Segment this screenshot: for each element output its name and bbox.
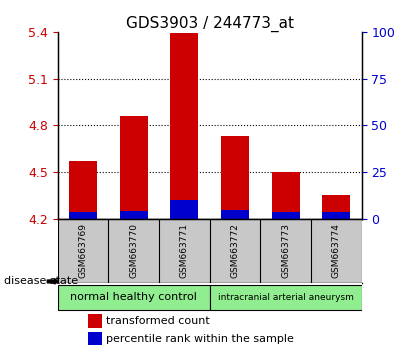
Bar <box>221 136 249 218</box>
Text: GSM663770: GSM663770 <box>129 223 138 278</box>
Bar <box>170 33 198 218</box>
Text: GSM663774: GSM663774 <box>332 223 341 278</box>
Text: GSM663773: GSM663773 <box>281 223 290 278</box>
Text: disease state: disease state <box>4 276 78 286</box>
Bar <box>272 212 300 218</box>
Text: percentile rank within the sample: percentile rank within the sample <box>106 333 294 343</box>
Title: GDS3903 / 244773_at: GDS3903 / 244773_at <box>126 16 293 32</box>
Bar <box>69 161 97 218</box>
Text: transformed count: transformed count <box>106 316 210 326</box>
Bar <box>170 200 198 218</box>
Text: GSM663769: GSM663769 <box>79 223 88 278</box>
Text: intracranial arterial aneurysm: intracranial arterial aneurysm <box>218 293 353 302</box>
Bar <box>69 212 97 218</box>
Bar <box>322 212 350 218</box>
Bar <box>58 285 210 310</box>
Bar <box>88 332 102 345</box>
Text: GSM663771: GSM663771 <box>180 223 189 278</box>
Bar <box>120 116 148 218</box>
Bar <box>210 285 362 310</box>
Bar <box>221 210 249 218</box>
Bar <box>272 172 300 218</box>
Text: GSM663772: GSM663772 <box>231 223 240 278</box>
Bar <box>88 314 102 328</box>
Bar <box>120 211 148 218</box>
Text: normal healthy control: normal healthy control <box>70 292 197 302</box>
Bar <box>322 195 350 218</box>
